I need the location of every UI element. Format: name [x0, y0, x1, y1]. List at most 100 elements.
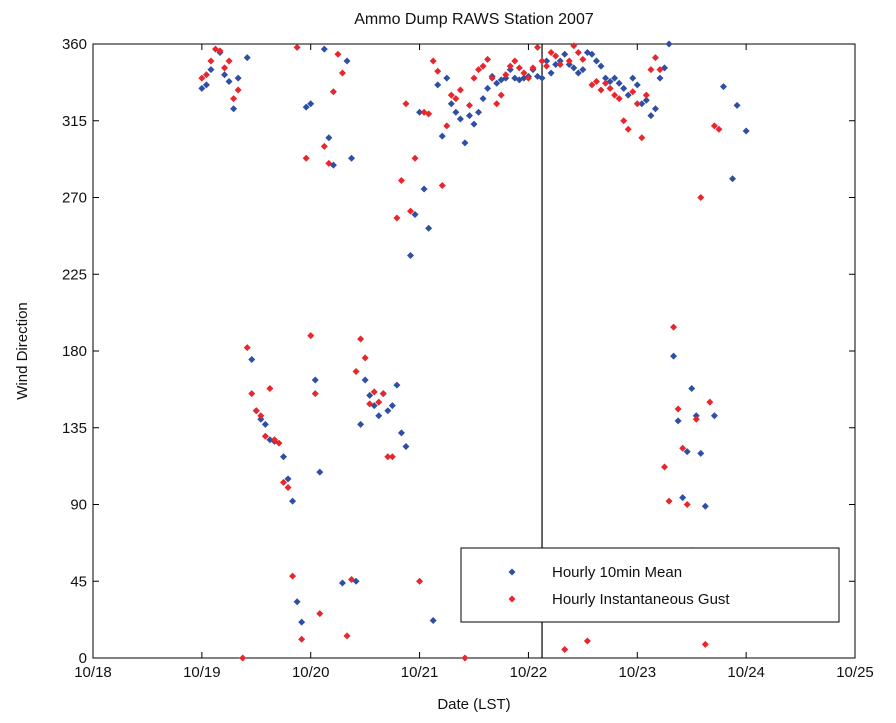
- data-point-series-2: [443, 122, 451, 130]
- data-point-series-2: [692, 415, 700, 423]
- data-point-series-1: [642, 96, 650, 104]
- data-point-series-1: [416, 108, 424, 116]
- data-point-series-2: [583, 637, 591, 645]
- x-axis: 10/18 10/19 10/20 10/21 10/22 10/23 10/24 10/25: [74, 44, 874, 681]
- data-point-series-1: [701, 502, 709, 510]
- data-point-series-2: [456, 86, 464, 94]
- data-point-series-2: [257, 412, 265, 420]
- data-point-series-2: [352, 367, 360, 375]
- data-point-series-1: [611, 74, 619, 82]
- data-point-series-2: [579, 55, 587, 63]
- y-axis-label: Wind Direction: [14, 302, 31, 400]
- data-point-series-1: [552, 60, 560, 68]
- data-point-series-2: [502, 71, 510, 79]
- data-point-series-1: [475, 108, 483, 116]
- data-point-series-2: [429, 57, 437, 65]
- data-point-series-1: [470, 120, 478, 128]
- data-point-series-2: [234, 86, 242, 94]
- data-point-series-2: [642, 91, 650, 99]
- data-point-series-1: [719, 83, 727, 91]
- data-point-series-1: [357, 420, 365, 428]
- data-point-series-2: [388, 453, 396, 461]
- y-tick-label: 360: [62, 36, 87, 53]
- data-point-series-1: [670, 352, 678, 360]
- data-point-series-1: [656, 74, 664, 82]
- data-point-series-2: [221, 64, 229, 72]
- x-tick-label: 10/24: [727, 664, 765, 681]
- data-point-series-2: [270, 436, 278, 444]
- x-axis-label: Date (LST): [437, 696, 510, 713]
- data-point-series-2: [289, 572, 297, 580]
- data-point-series-2: [307, 332, 315, 340]
- y-tick-label: 0: [79, 650, 87, 667]
- data-point-series-2: [556, 60, 564, 68]
- data-point-series-2: [407, 207, 414, 215]
- data-point-series-2: [493, 100, 501, 108]
- data-point-series-2: [547, 49, 555, 57]
- data-point-series-2: [198, 74, 206, 82]
- data-point-series-2: [470, 74, 478, 82]
- data-point-series-1: [633, 81, 641, 89]
- legend-marker-series-2: [508, 595, 516, 603]
- data-point-series-2: [515, 64, 523, 72]
- x-tick-label: 10/25: [836, 664, 874, 681]
- legend-label: Hourly Instantaneous Gust: [552, 591, 730, 608]
- data-point-series-1: [402, 443, 410, 451]
- data-point-series-2: [261, 432, 269, 440]
- data-point-series-2: [670, 323, 678, 331]
- legend-box: [460, 547, 840, 623]
- data-point-series-2: [624, 125, 632, 133]
- data-point-series-2: [202, 71, 210, 79]
- data-point-series-1: [456, 115, 464, 123]
- data-points: [198, 40, 750, 662]
- data-point-series-1: [493, 79, 501, 87]
- data-point-series-2: [416, 577, 424, 585]
- data-point-series-1: [465, 112, 473, 120]
- data-point-series-2: [606, 84, 614, 92]
- data-point-series-1: [574, 69, 582, 77]
- x-tick-label: 10/20: [292, 664, 330, 681]
- data-point-series-2: [447, 91, 455, 99]
- data-point-series-2: [588, 81, 596, 89]
- data-point-series-2: [706, 398, 714, 406]
- data-point-series-2: [252, 407, 260, 415]
- y-tick-label: 180: [62, 343, 87, 360]
- data-point-series-2: [506, 62, 514, 70]
- data-point-series-1: [588, 50, 596, 58]
- data-point-series-1: [298, 618, 306, 626]
- data-point-series-2: [611, 91, 619, 99]
- data-point-series-2: [311, 390, 319, 398]
- data-point-series-2: [243, 344, 251, 352]
- data-point-series-2: [647, 66, 655, 74]
- data-point-series-2: [552, 52, 560, 60]
- legend-marker-series-1: [508, 568, 516, 576]
- legend: Hourly 10min Mean Hourly Instantaneous Gu…: [460, 547, 840, 623]
- data-point-series-1: [407, 251, 414, 259]
- data-point-series-1: [425, 224, 433, 232]
- data-point-series-2: [529, 64, 537, 72]
- data-point-series-1: [697, 449, 705, 457]
- data-point-series-1: [375, 412, 383, 420]
- data-point-series-2: [393, 214, 401, 222]
- data-point-series-2: [239, 654, 247, 662]
- data-point-series-2: [302, 154, 310, 162]
- data-point-series-2: [425, 110, 433, 118]
- data-point-series-1: [325, 134, 333, 142]
- data-point-series-1: [434, 81, 442, 89]
- data-point-series-2: [298, 635, 306, 643]
- data-point-series-1: [420, 185, 428, 193]
- data-point-series-2: [316, 610, 324, 618]
- data-point-series-2: [656, 66, 664, 74]
- data-point-series-1: [620, 84, 628, 92]
- data-point-series-1: [615, 79, 623, 87]
- data-point-series-2: [411, 154, 419, 162]
- data-point-series-1: [688, 385, 696, 393]
- data-point-series-1: [624, 91, 632, 99]
- data-point-series-2: [592, 78, 600, 86]
- data-point-series-1: [629, 74, 637, 82]
- data-point-series-2: [434, 67, 442, 75]
- data-point-series-2: [679, 444, 687, 452]
- data-point-series-2: [651, 54, 659, 62]
- data-point-series-2: [602, 79, 610, 87]
- data-point-series-1: [679, 494, 687, 502]
